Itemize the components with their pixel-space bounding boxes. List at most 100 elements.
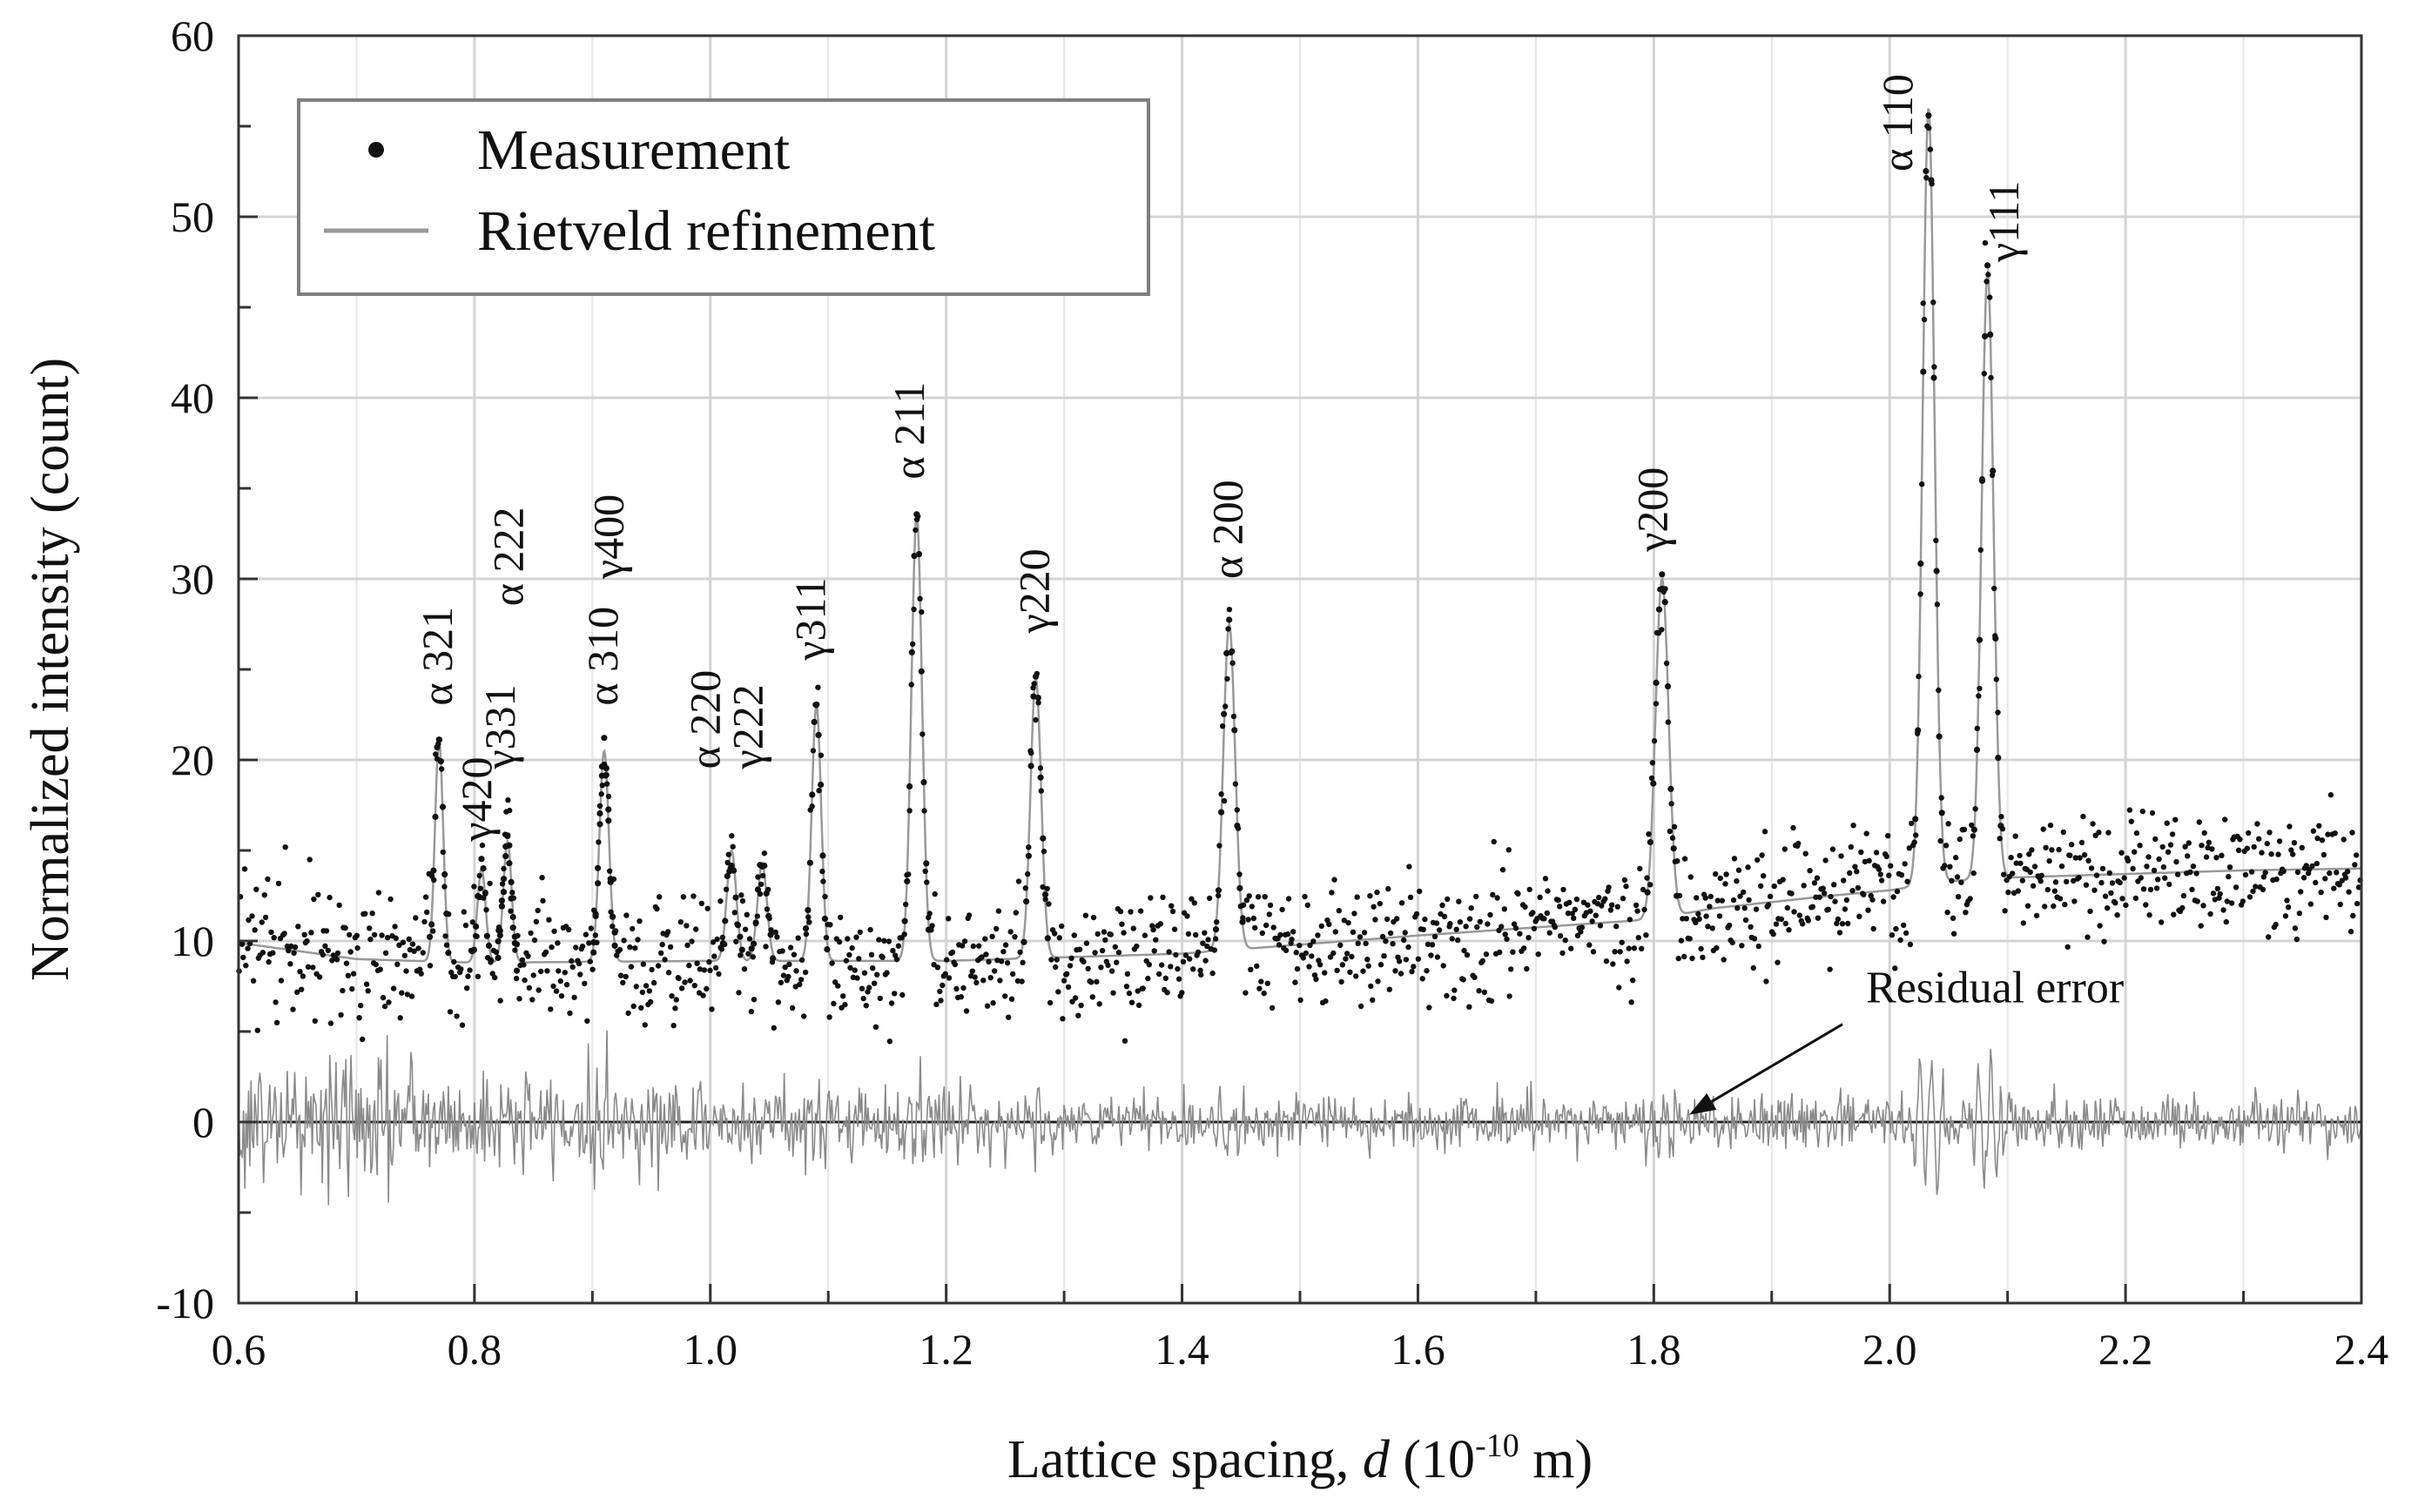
measurement-point — [691, 983, 697, 989]
measurement-point — [474, 933, 480, 939]
measurement-point — [1748, 924, 1754, 931]
measurement-point — [1847, 870, 1853, 877]
measurement-point — [942, 971, 949, 978]
measurement-point — [1566, 899, 1573, 906]
measurement-point — [1212, 936, 1219, 942]
measurement-point — [469, 919, 475, 925]
measurement-point — [1387, 930, 1394, 937]
measurement-point — [1384, 916, 1391, 923]
measurement-peak-point — [923, 860, 930, 867]
measurement-point — [633, 984, 639, 990]
measurement-point — [1089, 994, 1096, 1000]
measurement-point — [1512, 925, 1519, 931]
measurement-point — [1617, 949, 1623, 955]
measurement-point — [424, 909, 430, 916]
measurement-point — [2049, 847, 2055, 853]
measurement-point — [751, 997, 758, 1003]
measurement-point — [2123, 902, 2129, 909]
measurement-point — [1090, 914, 1097, 921]
measurement-point — [305, 964, 312, 971]
measurement-point — [396, 942, 402, 949]
measurement-point — [377, 966, 383, 972]
measurement-point — [2090, 821, 2096, 827]
measurement-point — [1180, 958, 1187, 965]
measurement-point — [1415, 956, 1422, 962]
measurement-point — [1542, 876, 1549, 882]
measurement-point — [299, 986, 305, 992]
measurement-point — [1524, 965, 1530, 972]
measurement-point — [569, 958, 575, 964]
measurement-peak-point — [819, 852, 826, 859]
measurement-point — [2156, 856, 2162, 863]
measurement-point — [529, 997, 535, 1003]
measurement-point — [903, 901, 909, 908]
measurement-point — [922, 868, 928, 875]
measurement-peak-point — [751, 940, 758, 947]
measurement-point — [1460, 977, 1466, 983]
measurement-point — [573, 944, 579, 951]
measurement-point — [636, 918, 643, 924]
measurement-point — [893, 957, 900, 963]
measurement-point — [1544, 910, 1551, 917]
y-tick-label: 10 — [171, 917, 214, 965]
measurement-point — [406, 936, 412, 943]
measurement-point — [2226, 873, 2232, 880]
measurement-point — [1961, 826, 1968, 833]
measurement-point — [1640, 886, 1647, 893]
measurement-point — [654, 905, 660, 912]
measurement-point — [1171, 926, 1178, 932]
measurement-point — [1224, 675, 1230, 682]
measurement-peak-point — [595, 880, 602, 887]
measurement-point — [340, 987, 346, 994]
measurement-point — [1890, 894, 1896, 900]
measurement-peak-point — [1020, 938, 1027, 945]
measurement-point — [2213, 855, 2219, 861]
measurement-point — [2105, 905, 2111, 911]
measurement-point — [2298, 889, 2304, 895]
measurement-point — [297, 969, 303, 975]
measurement-point — [1599, 903, 1605, 909]
measurement-point — [1827, 966, 1833, 972]
measurement-point — [607, 868, 613, 874]
measurement-peak-point — [1995, 755, 2002, 762]
measurement-peak-point — [904, 877, 911, 885]
x-tick-label: 1.4 — [1155, 1325, 1209, 1374]
measurement-point — [2323, 914, 2329, 921]
measurement-point — [1562, 937, 1568, 944]
y-tick-label: -10 — [156, 1279, 214, 1327]
measurement-point — [509, 890, 515, 896]
measurement-point — [1653, 701, 1660, 707]
measurement-point — [2233, 884, 2240, 890]
measurement-point — [771, 1025, 777, 1032]
measurement-point — [1758, 883, 1764, 890]
measurement-point — [440, 849, 446, 856]
measurement-point — [1903, 930, 1909, 937]
measurement-point — [2118, 850, 2125, 856]
measurement-point — [1148, 895, 1154, 901]
measurement-peak-point — [473, 923, 480, 930]
measurement-point — [1327, 954, 1334, 960]
measurement-point — [300, 973, 306, 979]
measurement-point — [2307, 901, 2314, 907]
measurement-point — [542, 949, 549, 956]
measurement-point — [1888, 863, 1894, 869]
measurement-point — [1261, 990, 1267, 997]
measurement-point — [311, 896, 317, 903]
measurement-peak-point — [765, 912, 772, 919]
measurement-point — [1897, 937, 1903, 944]
measurement-point — [750, 954, 756, 960]
measurement-point — [2160, 864, 2167, 870]
measurement-point — [312, 1018, 318, 1025]
measurement-peak-point — [811, 718, 818, 726]
measurement-point — [835, 983, 841, 989]
measurement-point — [1613, 924, 1620, 930]
measurement-point — [2210, 890, 2217, 897]
measurement-point — [1901, 922, 1907, 929]
measurement-point — [442, 933, 448, 939]
measurement-point — [1010, 971, 1016, 978]
x-tick-label: 1.0 — [684, 1325, 738, 1374]
measurement-point — [533, 918, 540, 925]
measurement-peak-point — [480, 865, 487, 872]
measurement-point — [2196, 819, 2202, 825]
measurement-point — [294, 989, 300, 996]
